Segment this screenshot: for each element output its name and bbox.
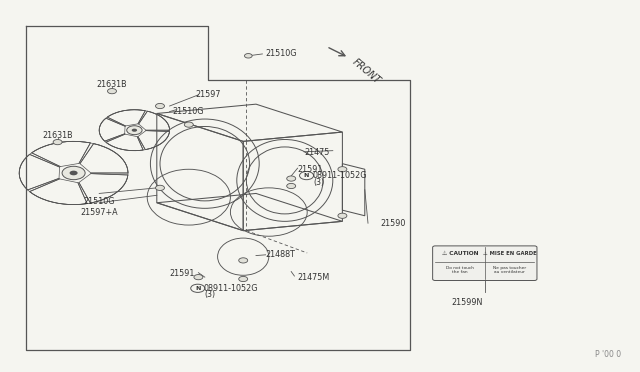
Circle shape: [70, 171, 77, 175]
Text: 21599N: 21599N: [451, 298, 483, 307]
Text: 21591: 21591: [298, 165, 323, 174]
Circle shape: [132, 129, 137, 132]
Text: 21591: 21591: [170, 269, 195, 278]
Circle shape: [127, 126, 142, 135]
Circle shape: [287, 176, 296, 181]
Circle shape: [62, 166, 85, 180]
Text: N: N: [195, 286, 200, 291]
Text: Do not touch
the fan: Do not touch the fan: [446, 266, 474, 275]
Circle shape: [156, 185, 164, 190]
Text: 21631B: 21631B: [42, 131, 73, 140]
Circle shape: [184, 122, 193, 127]
Text: 21475M: 21475M: [298, 273, 330, 282]
Text: (3): (3): [205, 291, 216, 299]
Text: 21597+A: 21597+A: [81, 208, 118, 217]
Circle shape: [239, 276, 248, 282]
Text: 21488T: 21488T: [266, 250, 296, 259]
Circle shape: [287, 183, 296, 189]
Text: 08911-1052G: 08911-1052G: [312, 171, 367, 180]
Circle shape: [239, 258, 248, 263]
Text: 21597: 21597: [195, 90, 221, 99]
Circle shape: [338, 213, 347, 218]
Circle shape: [338, 167, 347, 172]
Text: 08911-1052G: 08911-1052G: [204, 284, 258, 293]
Text: N: N: [304, 173, 309, 178]
Circle shape: [244, 54, 252, 58]
Text: 21590: 21590: [381, 219, 406, 228]
Circle shape: [53, 140, 62, 145]
FancyBboxPatch shape: [433, 246, 537, 280]
Text: Ne pas toucher
au ventilateur: Ne pas toucher au ventilateur: [493, 266, 526, 275]
Text: 21475: 21475: [304, 148, 330, 157]
Text: 21631B: 21631B: [97, 80, 127, 89]
Text: (3): (3): [314, 178, 324, 187]
Circle shape: [194, 275, 203, 280]
Circle shape: [156, 103, 164, 109]
Text: P '00 0: P '00 0: [595, 350, 621, 359]
Text: 21510G: 21510G: [173, 107, 204, 116]
Text: ⚠ CAUTION: ⚠ CAUTION: [442, 251, 478, 256]
Text: FRONT: FRONT: [351, 57, 383, 86]
Text: 21510G: 21510G: [83, 197, 115, 206]
Circle shape: [108, 89, 116, 94]
Text: 21510G: 21510G: [266, 49, 297, 58]
Text: ⚠ MISE EN GARDE: ⚠ MISE EN GARDE: [483, 251, 536, 256]
